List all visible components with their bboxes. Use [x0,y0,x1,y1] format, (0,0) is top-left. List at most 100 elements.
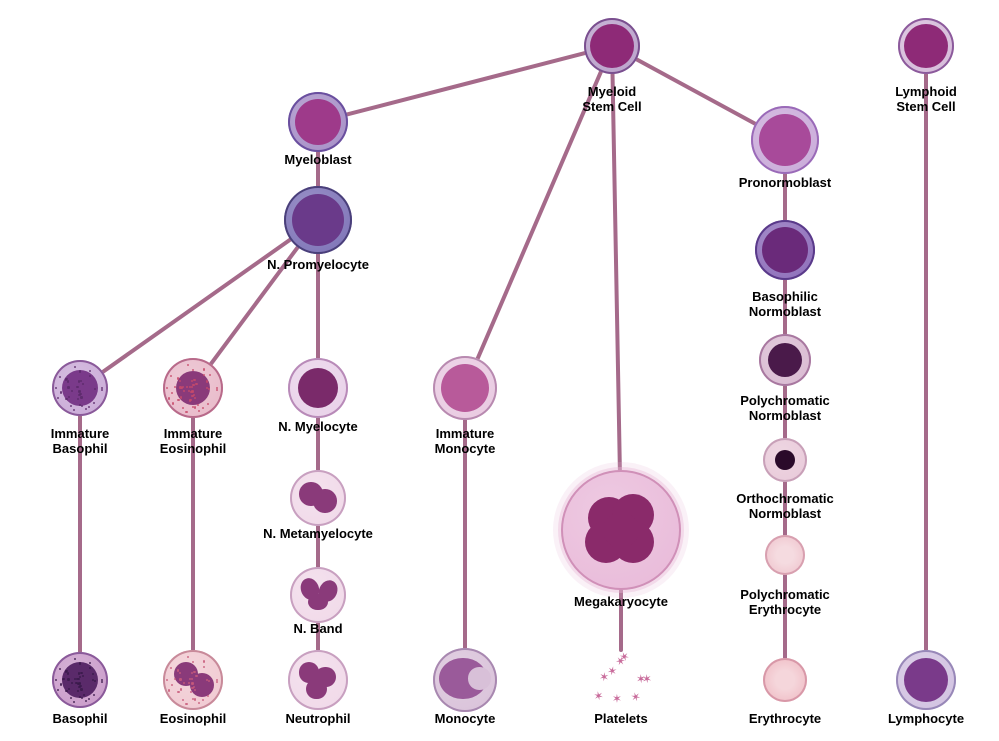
granule [68,396,70,398]
platelet: ✶ [619,650,630,661]
cell-immature_eosinophil [163,358,223,418]
nucleus-lobe [298,368,338,408]
granule [79,393,81,395]
granule [203,368,205,370]
granule [74,678,76,680]
granule [80,688,82,690]
nucleus-lobe [904,658,948,702]
granule [79,370,81,372]
granule [74,366,76,368]
granule [192,661,194,663]
label-n_myelocyte: N. Myelocyte [253,420,383,435]
cell-n_promyelocyte [284,186,352,254]
granule [88,406,90,408]
cell-megakaryocyte [561,470,681,590]
granule [198,702,200,704]
label-platelets: Platelets [566,712,676,727]
granule [59,376,61,378]
granule [185,703,187,705]
cell-lymphoid_stem [898,18,954,74]
granule [67,678,69,680]
nucleus-lobe [295,99,341,145]
granule [177,399,179,401]
granule [192,384,194,386]
granule [70,697,72,699]
granule [182,699,184,701]
granule [191,386,193,388]
granule [89,662,91,664]
cell-monocyte [433,648,497,712]
nucleus-lobe [768,343,802,377]
granule [206,679,208,681]
granule [171,392,173,394]
label-basophilic_normoblast: Basophilic Normoblast [715,290,855,320]
granule [197,404,199,406]
granule [193,686,195,688]
granule [170,375,172,377]
granule [209,374,211,376]
granule [168,689,170,691]
granule [190,691,192,693]
platelet: ✶ [631,692,642,703]
granule [203,660,205,662]
granule [68,688,70,690]
granule [85,700,87,702]
nucleus-lobe [762,227,808,273]
granule [57,689,59,691]
cell-n_metamyelocyte [290,470,346,526]
granule [168,397,170,399]
granule [57,397,59,399]
granule [194,698,196,700]
granule [189,399,191,401]
granule [81,405,83,407]
label-neutrophil: Neutrophil [263,712,373,727]
granule [166,387,168,389]
granule [202,699,204,701]
granule [93,694,95,696]
granule [202,407,204,409]
granule [216,389,218,391]
cell-immature_monocyte [433,356,497,420]
granule [206,387,208,389]
granule [73,409,75,411]
granule [80,380,82,382]
cell-lymphocyte [896,650,956,710]
label-immature_basophil: Immature Basophil [25,427,135,457]
cell-myeloblast [288,92,348,152]
cell-immature_basophil [52,360,108,416]
granule [193,394,195,396]
nucleus-indent [468,667,490,689]
granule [93,402,95,404]
cell-neutrophil [288,650,348,710]
label-monocyte: Monocyte [410,712,520,727]
cell-n_myelocyte [288,358,348,418]
nucleus-lobe [190,673,214,697]
granule [187,656,189,658]
granule [185,411,187,413]
label-basophil: Basophil [25,712,135,727]
granule [89,370,91,372]
granule [187,364,189,366]
granule [55,387,57,389]
granule [92,679,94,681]
nucleus-lobe [603,512,639,548]
label-immature_eosinophil: Immature Eosinophil [138,427,248,457]
cell-orthochromatic_normoblast [763,438,807,482]
platelet: ✶ [593,689,606,702]
nucleus-lobe [292,194,344,246]
nucleus-lobe [775,450,795,470]
label-n_metamyelocyte: N. Metamyelocyte [233,527,403,542]
cell-basophilic_normoblast [755,220,815,280]
nucleus-lobe [590,24,634,68]
granule [73,701,75,703]
cell-myeloid_stem [584,18,640,74]
granule [71,390,73,392]
cell-pronormoblast [751,106,819,174]
cell-polychromatic_normoblast [759,334,811,386]
granule [59,668,61,670]
nucleus-lobe [313,489,337,513]
granule [180,396,182,398]
granule [65,690,67,692]
granule [195,675,197,677]
granule [60,683,62,685]
